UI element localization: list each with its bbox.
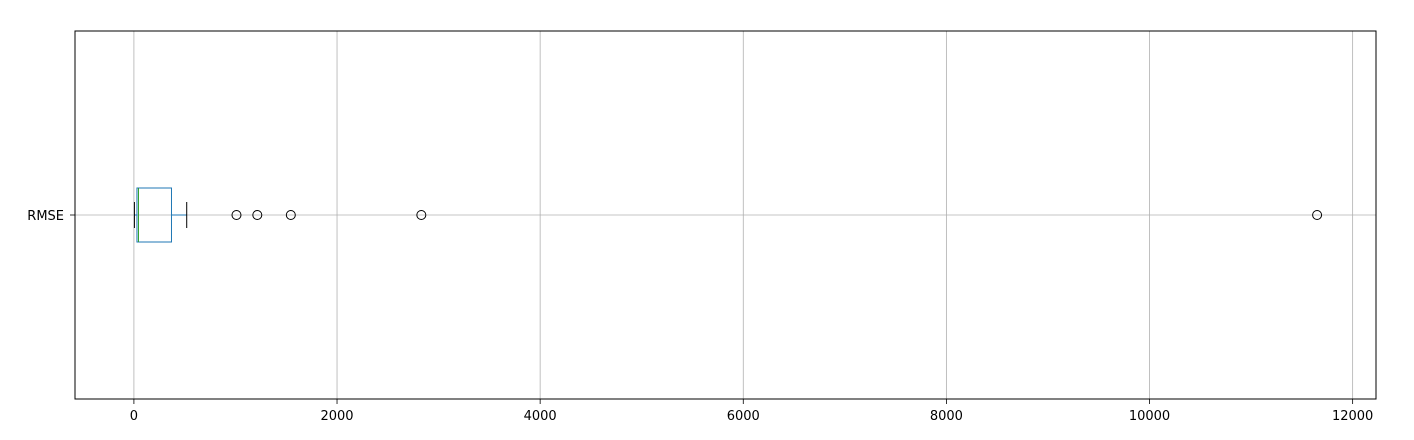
boxplot-group	[133, 187, 1323, 243]
outlier-point	[416, 210, 427, 220]
y-axis: RMSE	[27, 209, 75, 224]
y-tick-label: RMSE	[27, 209, 64, 224]
x-axis: 0 2000 4000 6000 8000 10000 12000	[130, 399, 1373, 424]
x-tick-label: 12000	[1332, 409, 1373, 424]
plot-area-frame	[74, 30, 1377, 400]
x-tick-label: 4000	[524, 409, 557, 424]
x-tick-label: 8000	[930, 409, 963, 424]
iqr-box	[136, 187, 172, 243]
x-tick-label: 6000	[727, 409, 760, 424]
outlier-point	[231, 210, 242, 220]
x-tick-label: 10000	[1129, 409, 1170, 424]
x-tick-label: 0	[130, 409, 138, 424]
x-tick-label: 2000	[320, 409, 353, 424]
outlier-point	[285, 210, 296, 220]
outlier-point	[252, 210, 263, 220]
grid-lines	[75, 31, 1376, 399]
outlier-point	[1312, 210, 1323, 220]
